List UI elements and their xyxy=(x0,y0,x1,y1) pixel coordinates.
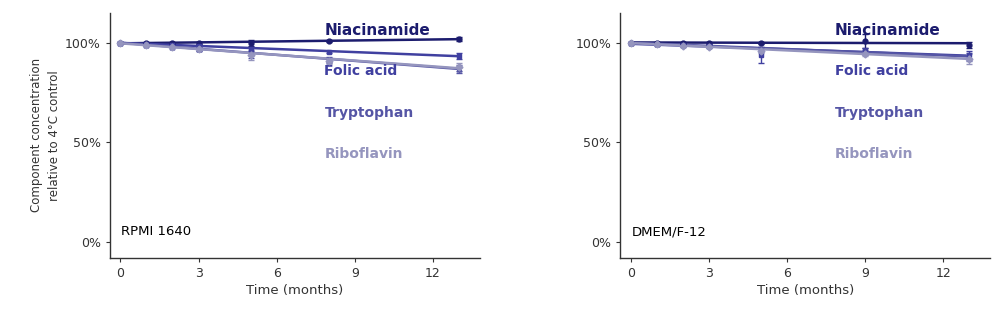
Text: Niacinamide: Niacinamide xyxy=(835,23,940,38)
Text: Riboflavin: Riboflavin xyxy=(835,147,913,161)
Text: Tryptophan: Tryptophan xyxy=(835,106,924,120)
Y-axis label: Component concentration
relative to 4°C control: Component concentration relative to 4°C … xyxy=(30,58,61,212)
Text: Riboflavin: Riboflavin xyxy=(324,147,403,161)
Text: RPMI 1640: RPMI 1640 xyxy=(121,225,191,238)
X-axis label: Time (months): Time (months) xyxy=(757,284,854,297)
Text: Folic acid: Folic acid xyxy=(324,64,398,78)
Text: DMEM/F-12: DMEM/F-12 xyxy=(631,225,706,238)
Text: Folic acid: Folic acid xyxy=(835,64,908,78)
Text: Tryptophan: Tryptophan xyxy=(324,106,414,120)
X-axis label: Time (months): Time (months) xyxy=(246,284,343,297)
Text: Niacinamide: Niacinamide xyxy=(324,23,430,38)
